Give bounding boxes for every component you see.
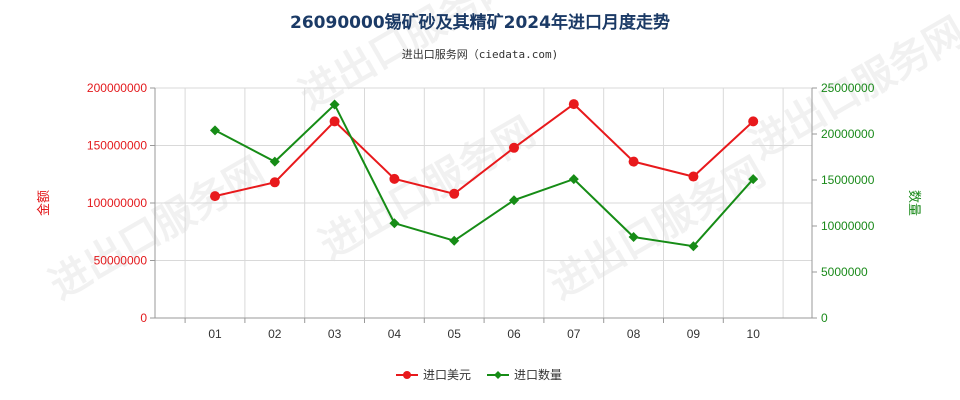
data-point-amount [568,99,579,110]
left-tick-label: 50000000 [94,254,148,268]
x-tick-label: 05 [448,327,462,341]
data-point-quantity [509,195,519,206]
data-point-amount [509,142,519,153]
data-point-amount [688,171,699,182]
right-tick-label: 20000000 [821,127,875,141]
right-tick-label: 5000000 [821,265,868,279]
x-tick-label: 03 [328,327,342,341]
legend-label: 进口美元 [423,368,471,382]
x-tick-label: 02 [268,327,282,341]
x-tick-label: 07 [567,327,581,341]
x-tick-label: 04 [388,327,402,341]
data-point-quantity [329,99,340,110]
left-tick-label: 0 [140,311,147,325]
series-line-amount [214,102,754,198]
data-point-amount [269,177,280,188]
data-point-quantity [568,174,579,185]
data-point-amount [329,116,340,127]
data-point-quantity [748,174,759,185]
axes-layer: 0500000001000000001500000002000000000500… [87,81,875,341]
data-point-amount [210,191,220,202]
x-tick-label: 10 [747,327,761,341]
right-axis-title: 数量 [906,190,921,216]
left-axis-title: 金额 [36,190,52,216]
data-point-amount [449,188,460,199]
right-tick-label: 25000000 [821,81,875,95]
chart-subtitle: 进出口服务网（ciedata.com) [402,47,558,61]
legend: 进口美元 进口数量 [396,367,562,382]
data-point-quantity [628,232,639,243]
data-point-amount [628,156,639,167]
x-tick-label: 09 [687,327,701,341]
x-tick-label: 01 [208,327,222,341]
x-tick-label: 08 [627,327,641,341]
chart-title: 26090000锡矿砂及其精矿2024年进口月度走势 [290,12,670,33]
data-point-quantity [389,218,400,229]
data-point-quantity [269,156,280,167]
data-point-amount [748,116,759,127]
data-point-quantity [449,235,460,246]
left-tick-label: 100000000 [87,196,147,210]
right-tick-label: 0 [821,311,828,325]
left-tick-label: 200000000 [87,81,147,95]
data-point-quantity [688,241,699,252]
x-tick-label: 06 [507,327,521,341]
left-tick-label: 150000000 [87,139,147,153]
right-tick-label: 10000000 [821,219,875,233]
data-point-quantity [210,125,220,136]
data-point-amount [389,173,400,184]
legend-label: 进口数量 [514,367,562,382]
series-layer [210,99,759,252]
legend-marker [494,371,502,379]
series-line-quantity [214,102,754,248]
right-tick-label: 15000000 [821,173,875,187]
legend-marker [403,371,411,379]
